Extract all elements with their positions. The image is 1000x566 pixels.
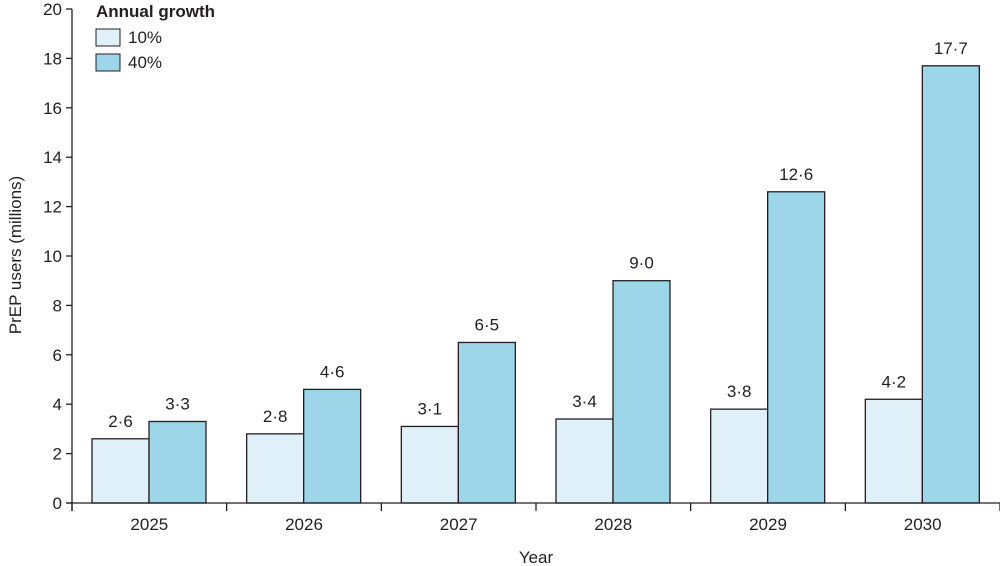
data-label-2025-40-percent: 3·3	[165, 394, 190, 413]
legend-swatch-10-percent	[95, 28, 121, 47]
y-tick-label-4: 4	[53, 395, 62, 414]
x-tick-label-2030: 2030	[904, 515, 942, 534]
data-label-2026-10-percent: 2·8	[263, 407, 288, 426]
legend-swatch-40-percent	[95, 53, 121, 72]
bar-2029-40-percent	[767, 191, 826, 504]
y-axis-title: PrEP users (millions)	[6, 176, 25, 334]
bar-2026-40-percent	[303, 388, 362, 504]
x-tick-label-2027: 2027	[440, 515, 478, 534]
data-label-2029-10-percent: 3·8	[727, 382, 752, 401]
y-tick-label-18: 18	[43, 49, 62, 68]
y-tick-label-20: 20	[43, 0, 62, 19]
bar-2030-40-percent	[921, 65, 980, 504]
axes-layer: 0 2 4 6 8 10 12 14 16 18 20 2025 2026 2027 2028 2029 203…	[43, 0, 1000, 534]
data-label-2028-10-percent: 3·4	[572, 392, 597, 411]
data-label-2027-10-percent: 3·1	[418, 399, 443, 418]
y-tick-label-14: 14	[43, 148, 62, 167]
x-tick-label-2028: 2028	[594, 515, 632, 534]
bar-2028-40-percent	[612, 280, 671, 504]
y-tick-label-2: 2	[53, 445, 62, 464]
data-labels-layer: 2·6 3·3 2·8 4·6 3·1 6·5 3·4 9·0 3·8 12·6 4·2 17·7	[108, 39, 968, 431]
bar-2029-10-percent	[710, 408, 769, 504]
bar-2025-10-percent	[91, 438, 150, 504]
y-tick-label-16: 16	[43, 99, 62, 118]
bar-2030-10-percent	[864, 398, 923, 504]
y-tick-label-6: 6	[53, 346, 62, 365]
legend-label-10-percent: 10%	[128, 28, 162, 47]
data-label-2030-40-percent: 17·7	[934, 39, 968, 58]
legend: Annual growth 10% 40%	[95, 2, 215, 72]
legend-label-40-percent: 40%	[128, 53, 162, 72]
x-tick-label-2029: 2029	[749, 515, 787, 534]
bar-2027-10-percent	[400, 425, 459, 504]
y-tick-label-0: 0	[53, 494, 62, 513]
data-label-2026-40-percent: 4·6	[320, 362, 345, 381]
bar-2027-40-percent	[457, 341, 516, 504]
y-tick-label-12: 12	[43, 198, 62, 217]
data-label-2029-40-percent: 12·6	[779, 165, 813, 184]
bar-2025-40-percent	[148, 420, 207, 504]
data-label-2025-10-percent: 2·6	[108, 412, 133, 431]
bar-2028-10-percent	[555, 418, 614, 504]
bar-2026-10-percent	[246, 433, 305, 504]
data-label-2030-10-percent: 4·2	[882, 372, 907, 391]
y-tick-label-10: 10	[43, 247, 62, 266]
data-label-2027-40-percent: 6·5	[475, 315, 500, 334]
x-axis-title: Year	[519, 548, 554, 566]
bars-layer	[91, 65, 980, 504]
legend-title: Annual growth	[96, 2, 215, 21]
x-tick-label-2025: 2025	[130, 515, 168, 534]
data-label-2028-40-percent: 9·0	[629, 254, 654, 273]
x-tick-label-2026: 2026	[285, 515, 323, 534]
y-tick-label-8: 8	[53, 296, 62, 315]
